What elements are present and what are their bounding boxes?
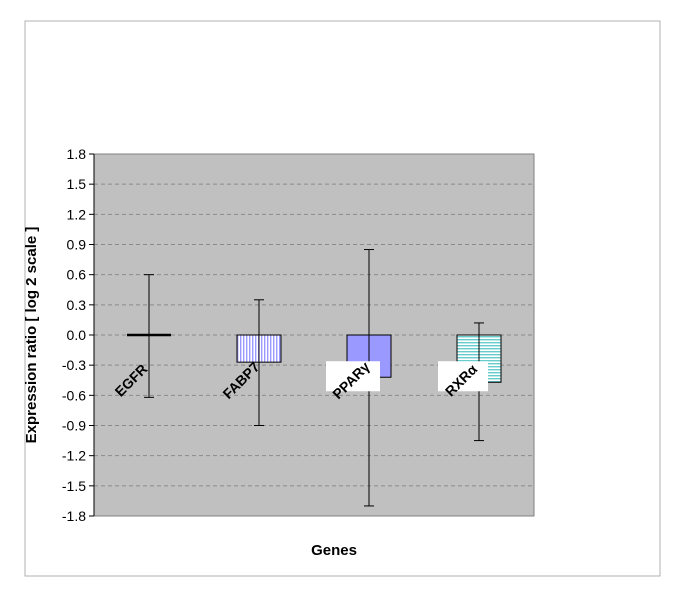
y-tick-label: -1.8 (62, 508, 86, 524)
y-axis-title: Expression ratio [ log 2 scale ] (23, 227, 40, 444)
y-axis-ticks: 1.8 1.5 1.2 0.9 0.6 0.3 0.0 -0.3 -0.6 -0.9 -1.2 -1.… (62, 146, 95, 524)
y-tick-label: 0.3 (67, 297, 87, 313)
error-bars (144, 249, 484, 507)
y-tick-label: 0.6 (67, 267, 87, 283)
x-axis-title: Genes (311, 542, 357, 559)
y-tick-label: 1.2 (67, 206, 87, 222)
y-tick-label: -1.2 (62, 448, 86, 464)
y-tick-label: -0.9 (62, 418, 86, 434)
y-tick-label: 1.8 (67, 146, 87, 162)
y-tick-label: -1.5 (62, 478, 86, 494)
y-tick-label: 0.9 (67, 237, 87, 253)
y-tick-label: 0.0 (67, 327, 87, 343)
y-tick-label: -0.3 (62, 357, 86, 373)
y-tick-label: -0.6 (62, 387, 86, 403)
y-tick-label: 1.5 (67, 176, 87, 192)
category-label-box (326, 361, 380, 392)
category-label-box (438, 361, 488, 392)
